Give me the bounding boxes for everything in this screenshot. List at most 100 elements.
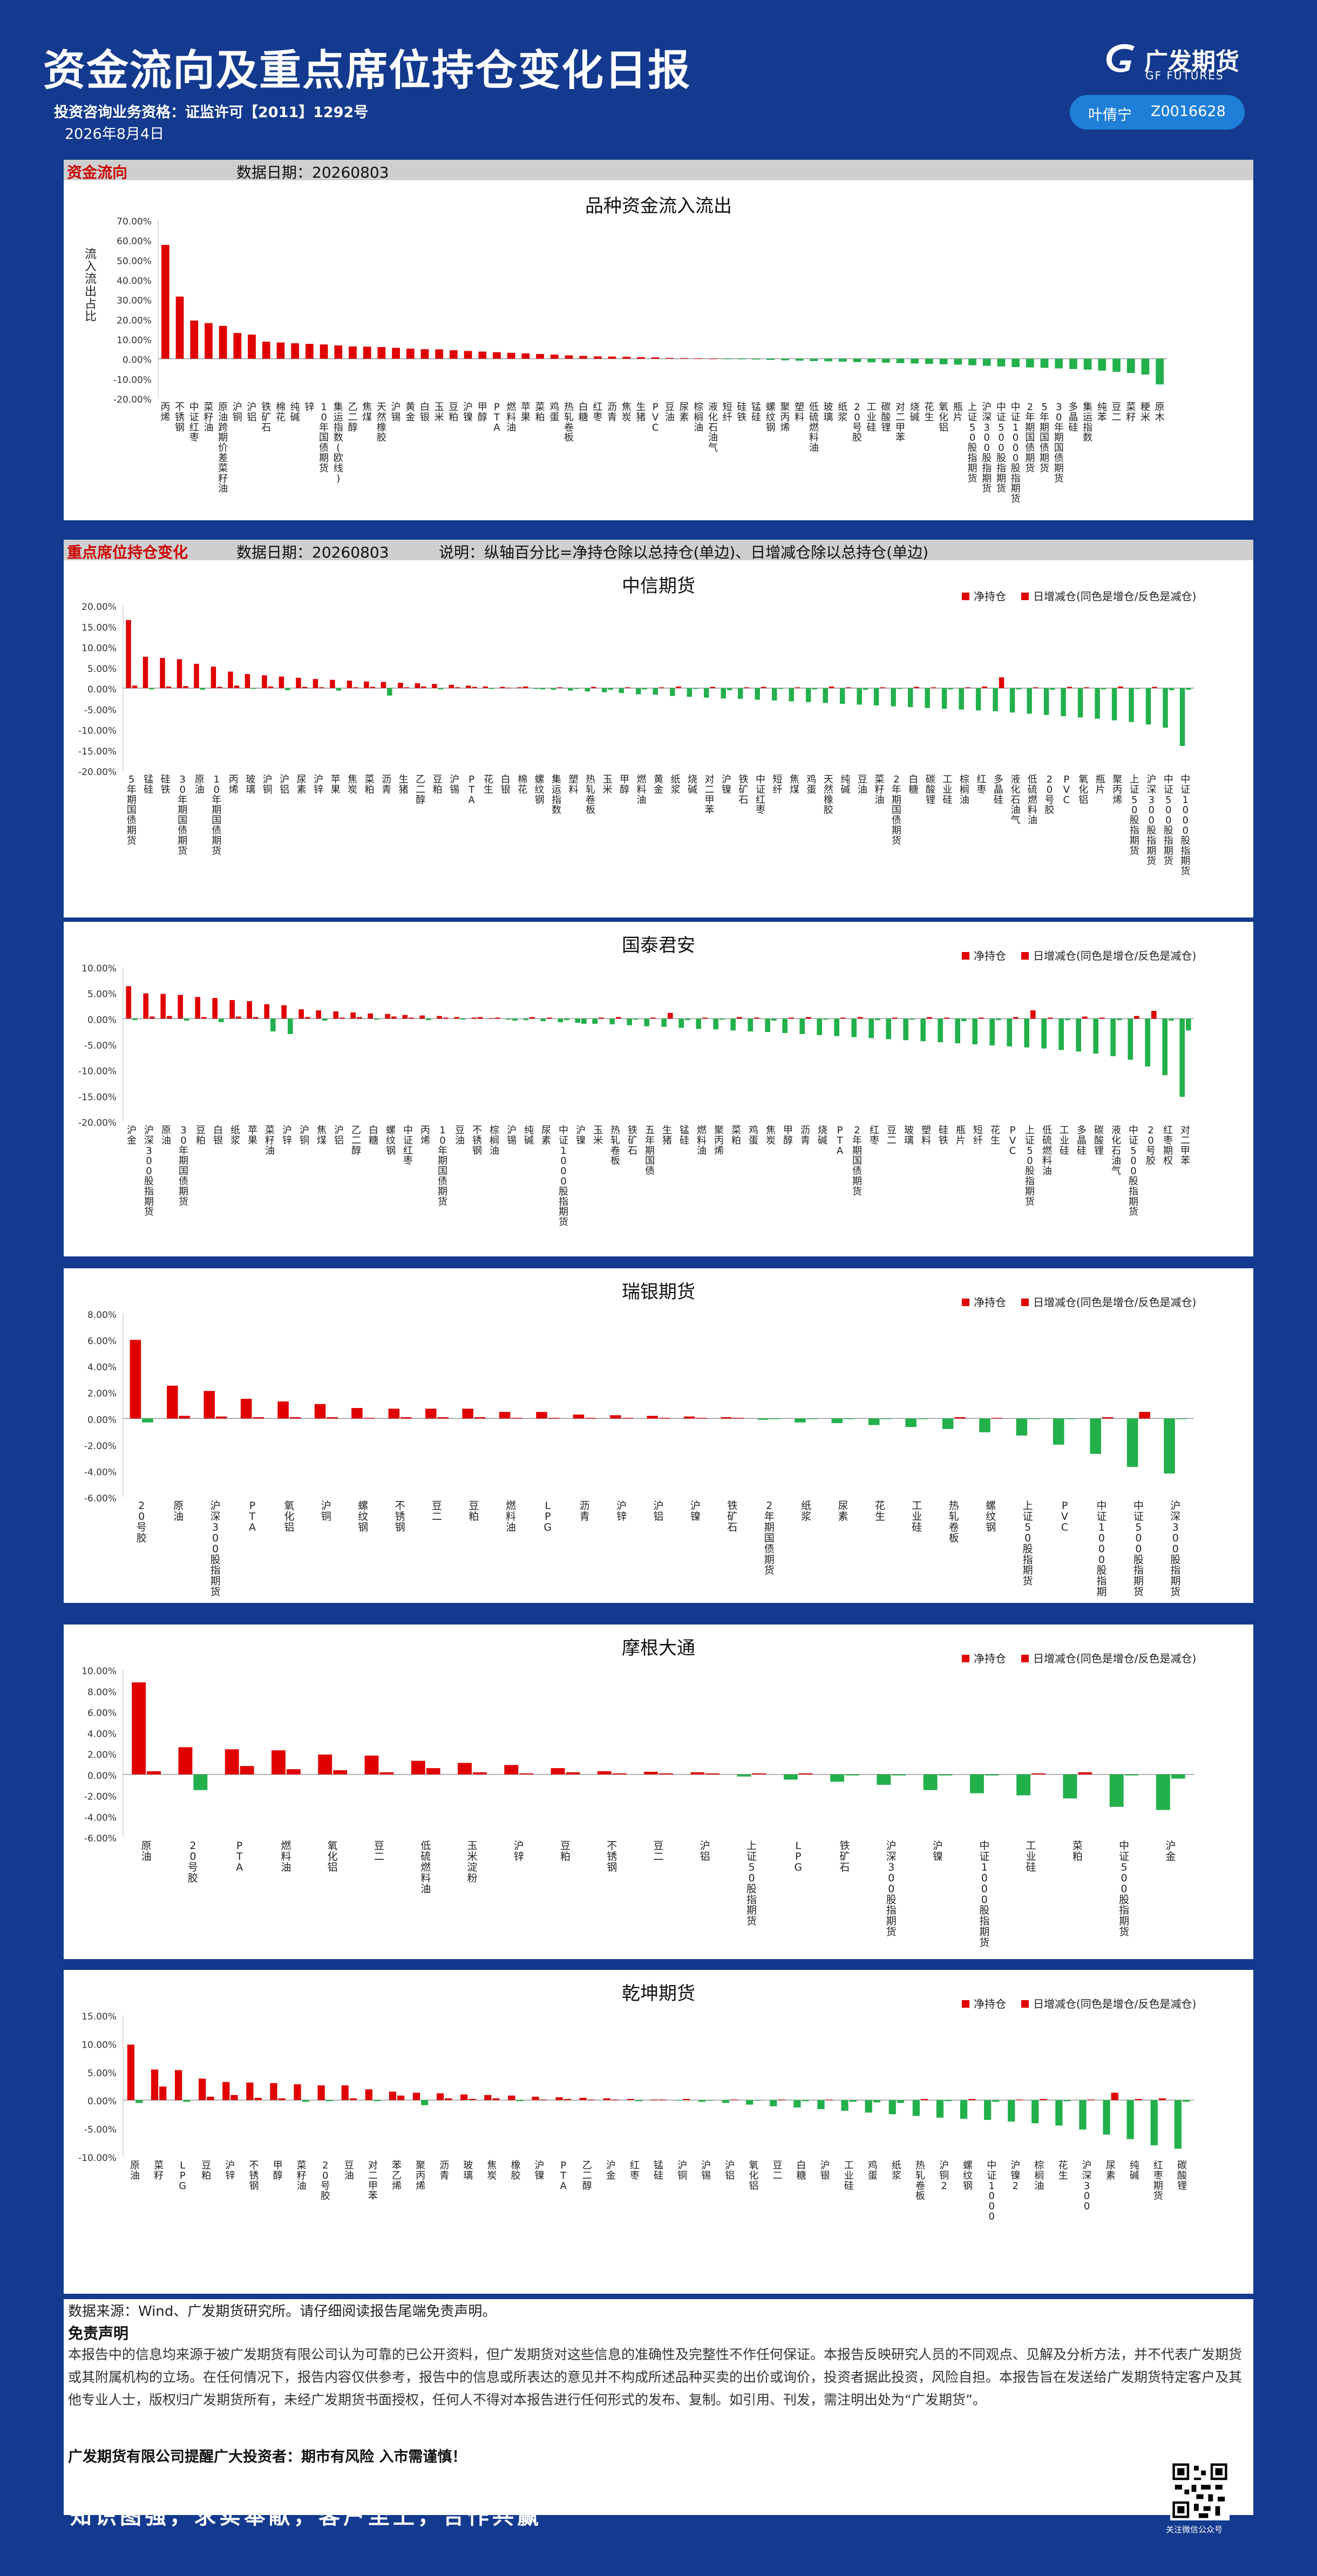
net-position-bar <box>704 688 709 698</box>
net-position-bar <box>1174 2100 1182 2149</box>
category-label: 白糖 <box>579 402 588 423</box>
category-label: 低硫燃料油 <box>809 402 819 454</box>
daily-change-bar <box>702 1017 708 1019</box>
net-position-bar <box>575 1018 580 1023</box>
daily-change-bar <box>612 1773 627 1775</box>
category-label: 螺纹钢 <box>986 1500 996 1533</box>
daily-change-bar <box>289 1417 301 1419</box>
category-label: 氧化铝 <box>939 402 948 433</box>
bar <box>925 358 933 364</box>
daily-change-bar <box>1182 2100 1190 2102</box>
y-tick-label: 8.00% <box>87 1310 117 1321</box>
bar <box>709 358 717 359</box>
daily-change-bar <box>574 688 579 689</box>
category-label: 对二甲苯 <box>704 774 714 816</box>
daily-change-bar <box>730 2099 738 2101</box>
daily-change-bar <box>492 2098 500 2101</box>
net-position-bar <box>314 1404 326 1419</box>
y-tick-label: 70.00% <box>117 216 152 227</box>
y-tick-label: -5.00% <box>84 705 117 716</box>
bar <box>550 354 559 359</box>
daily-change-bar <box>184 1018 189 1021</box>
daily-change-bar <box>302 2100 309 2102</box>
net-position-bar <box>683 1416 695 1419</box>
net-position-bar <box>960 2100 968 2119</box>
net-position-bar <box>955 1018 960 1044</box>
net-position-bar <box>246 2082 254 2101</box>
category-label: 豆油 <box>665 402 675 423</box>
daily-change-bar <box>564 1018 569 1021</box>
legend-net-swatch <box>962 1655 969 1662</box>
daily-change-bar <box>443 1017 449 1019</box>
daily-change-bar <box>823 1018 829 1020</box>
data-source: 数据来源：Wind、广发期货研究所。请仔细阅读报告尾端免责声明。 <box>68 2303 497 2320</box>
bar <box>248 334 256 359</box>
daily-change-bar <box>1016 688 1021 690</box>
daily-change-bar <box>806 1017 811 1019</box>
category-label: 玉米淀粉 <box>467 1840 477 1884</box>
y-tick-label: -5.00% <box>84 2125 117 2136</box>
bar <box>507 352 515 359</box>
category-label: 对二甲苯 <box>368 2160 378 2202</box>
bar <box>175 296 184 359</box>
legend-daily-label: 日增减仓(同色是增仓/反色是减仓) <box>1033 949 1196 962</box>
net-position-bar <box>984 2100 992 2120</box>
net-position-bar <box>240 1398 252 1419</box>
daily-change-bar <box>1065 1018 1070 1021</box>
net-position-bar <box>975 688 981 711</box>
category-label: 烧碱 <box>688 774 697 796</box>
daily-change-bar <box>149 688 154 690</box>
category-label: 焦煤 <box>362 402 372 423</box>
net-position-bar <box>1031 2100 1039 2124</box>
net-position-bar <box>755 688 760 700</box>
net-position-bar <box>765 1018 770 1032</box>
bar <box>435 349 443 359</box>
category-label: 2 年期国债期货 <box>764 1500 775 1576</box>
daily-change-bar <box>1135 688 1141 689</box>
daily-change-bar <box>253 1417 264 1419</box>
bar <box>161 244 169 359</box>
category-label: 沪镍 <box>535 2160 545 2181</box>
bar <box>1112 358 1121 372</box>
net-position-bar <box>1009 688 1015 713</box>
category-label: 原油跨期价差菜籽油 <box>218 402 228 494</box>
daily-change-bar <box>778 2099 785 2101</box>
net-position-bar <box>506 1018 511 1020</box>
bar <box>622 357 631 359</box>
category-label: 白银 <box>501 774 511 796</box>
qr-code-icon[interactable] <box>1170 2461 1230 2520</box>
category-label: 工业硅 <box>1026 1840 1036 1873</box>
daily-change-bar <box>193 1774 208 1790</box>
daily-change-bar <box>391 1016 397 1019</box>
bar <box>291 343 299 359</box>
net-position-bar <box>1043 688 1049 715</box>
daily-change-bar <box>659 1773 673 1775</box>
bar <box>334 345 343 359</box>
net-position-bar <box>222 2082 230 2101</box>
category-label: 沪深300股指期货2 <box>1170 1500 1180 1596</box>
category-label: 棉花 <box>276 402 286 423</box>
category-label: 棕榈油 <box>960 774 969 806</box>
net-position-bar <box>795 1418 806 1423</box>
net-position-bar <box>318 1754 332 1775</box>
net-position-bar <box>532 2096 539 2101</box>
category-label: 螺纹钢 <box>535 774 545 806</box>
net-position-bar <box>839 688 845 704</box>
daily-change-bar <box>789 1017 794 1019</box>
category-label: 不锈钢 <box>472 1125 482 1157</box>
net-position-bar <box>1077 688 1083 718</box>
daily-change-bar <box>564 2099 571 2101</box>
net-position-bar <box>834 1018 839 1036</box>
bar <box>1069 358 1077 369</box>
category-label: 红枣 <box>976 774 986 796</box>
category-label: 沪锌 <box>314 774 323 796</box>
bar <box>982 358 991 366</box>
category-label: 豆油 <box>344 2160 354 2181</box>
net-position-bar <box>868 1418 880 1425</box>
daily-change-bar <box>625 687 630 688</box>
category-label: 锰硅 <box>751 402 761 423</box>
category-label: 2 年期国债期货 <box>892 774 901 846</box>
category-label: 菜粕 <box>1072 1840 1083 1863</box>
